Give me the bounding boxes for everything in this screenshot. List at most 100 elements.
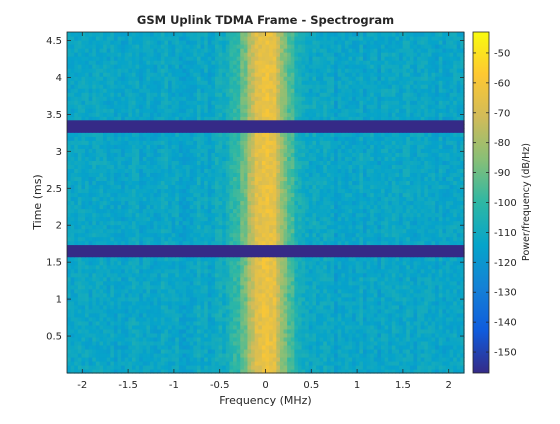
heatmap-cell <box>113 212 119 218</box>
heatmap-cell <box>294 296 299 302</box>
heatmap-cell <box>417 300 422 306</box>
heatmap-cell <box>153 284 158 290</box>
heatmap-cell <box>399 236 404 242</box>
heatmap-cell <box>196 288 202 294</box>
heatmap-cell <box>74 240 79 246</box>
heatmap-cell <box>153 332 158 338</box>
heatmap-cell <box>153 188 158 194</box>
heatmap-cell <box>74 260 79 266</box>
heatmap-cell <box>186 224 191 230</box>
heatmap-cell <box>233 236 238 242</box>
heatmap-cell <box>348 204 353 210</box>
heatmap-cell <box>95 240 101 246</box>
heatmap-cell <box>391 332 397 338</box>
heatmap-cell <box>88 308 93 314</box>
heatmap-cell <box>106 352 111 358</box>
heatmap-cell <box>171 304 176 310</box>
heatmap-cell <box>189 312 194 318</box>
heatmap-cell <box>128 320 133 326</box>
heatmap-cell <box>113 320 119 326</box>
heatmap-cell <box>110 208 115 214</box>
heatmap-cell <box>117 312 122 318</box>
heatmap-cell <box>164 192 169 198</box>
heatmap-cell <box>200 200 205 206</box>
heatmap-cell <box>164 224 169 230</box>
heatmap-cell <box>316 332 321 338</box>
heatmap-cell <box>243 260 249 266</box>
heatmap-cell <box>222 296 227 302</box>
heatmap-cell <box>124 348 129 354</box>
heatmap-cell <box>435 232 440 238</box>
heatmap-cell <box>178 328 184 334</box>
heatmap-cell <box>417 344 422 350</box>
heatmap-cell <box>316 224 321 230</box>
heatmap-cell <box>442 300 447 306</box>
heatmap-cell <box>308 316 314 322</box>
heatmap-cell <box>445 284 451 290</box>
heatmap-cell <box>189 256 194 262</box>
heatmap-cell <box>417 320 422 326</box>
heatmap-cell <box>74 236 79 242</box>
heatmap-cell <box>247 240 252 246</box>
heatmap-cell <box>229 236 234 242</box>
heatmap-cell <box>81 284 86 290</box>
heatmap-cell <box>272 196 277 202</box>
heatmap-cell <box>103 276 108 282</box>
heatmap-cell <box>247 296 252 302</box>
heatmap-cell <box>344 344 350 350</box>
heatmap-cell <box>391 280 397 286</box>
heatmap-cell <box>334 356 339 362</box>
heatmap-cell <box>460 356 465 362</box>
heatmap-cell <box>214 340 220 346</box>
heatmap-cell <box>453 360 458 366</box>
heatmap-cell <box>121 196 126 202</box>
heatmap-cell <box>85 364 90 370</box>
heatmap-cell <box>247 280 252 286</box>
heatmap-cell <box>106 208 111 214</box>
heatmap-cell <box>427 220 433 226</box>
heatmap-cell <box>214 368 220 374</box>
heatmap-cell <box>424 192 429 198</box>
heatmap-cell <box>175 212 180 218</box>
heatmap-cell <box>164 336 169 342</box>
heatmap-cell <box>424 352 429 358</box>
heatmap-cell <box>456 276 461 282</box>
heatmap-cell <box>92 296 97 302</box>
heatmap-cell <box>236 236 241 242</box>
heatmap-cell <box>186 256 191 262</box>
heatmap-cell <box>81 208 86 214</box>
heatmap-cell <box>420 352 425 358</box>
heatmap-cell <box>290 304 295 310</box>
heatmap-cell <box>424 356 429 362</box>
heatmap-cell <box>254 348 259 354</box>
heatmap-cell <box>438 312 443 318</box>
heatmap-cell <box>312 288 317 294</box>
heatmap-cell <box>146 192 151 198</box>
heatmap-cell <box>124 264 129 270</box>
heatmap-cell <box>88 332 93 338</box>
heatmap-cell <box>106 280 111 286</box>
heatmap-cell <box>168 272 173 278</box>
heatmap-cell <box>283 316 288 322</box>
heatmap-cell <box>323 352 328 358</box>
heatmap-cell <box>164 208 169 214</box>
heatmap-cell <box>117 304 122 310</box>
heatmap-cell <box>142 288 147 294</box>
heatmap-cell <box>218 224 223 230</box>
heatmap-cell <box>395 280 400 286</box>
heatmap-cell <box>160 288 166 294</box>
heatmap-cell <box>70 368 75 374</box>
heatmap-cell <box>377 340 382 346</box>
heatmap-cell <box>456 196 461 202</box>
heatmap-cell <box>341 192 346 198</box>
heatmap-cell <box>453 228 458 234</box>
heatmap-cell <box>164 232 169 238</box>
heatmap-cell <box>362 204 368 210</box>
heatmap-cell <box>424 264 429 270</box>
heatmap-cell <box>334 224 339 230</box>
heatmap-cell <box>287 264 292 270</box>
heatmap-cell <box>103 348 108 354</box>
heatmap-cell <box>427 352 433 358</box>
heatmap-cell <box>110 344 115 350</box>
heatmap-cell <box>287 360 292 366</box>
